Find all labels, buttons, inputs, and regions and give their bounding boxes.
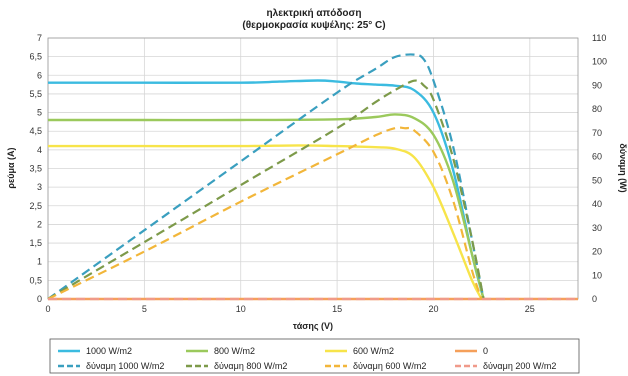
legend-box [49,338,580,374]
legend: 1000 W/m2 800 W/m2 600 W/m2 0 δύναμη 1000 W/… [58,346,556,371]
y-left-tick-label: 3,5 [29,164,42,174]
legend-label-7: δύναμη 200 W/m2 [483,361,556,371]
legend-label-1: 800 W/m2 [214,346,255,356]
y-left-tick-label: 4,5 [29,126,42,136]
x-tick-label: 10 [236,304,246,314]
series-line-4 [47,53,485,300]
grid-layer [47,37,578,300]
x-axis-label: τάσης (V) [293,321,333,331]
legend-label-2: 600 W/m2 [353,346,394,356]
x-tick-label: 0 [45,304,50,314]
y-right-axis-label: δύναμη (W) [618,143,628,192]
legend-label-3: 0 [483,346,488,356]
x-tick-label: 25 [525,304,535,314]
y-right-tick-label: 0 [592,294,597,304]
y-left-tick-label: 5,5 [29,89,42,99]
x-tick-label: 20 [428,304,438,314]
y-right-tick-label: 20 [592,247,602,257]
series-line-0 [48,79,485,300]
y-left-tick-label: 7 [37,33,42,43]
y-left-tick-label: 4 [37,145,42,155]
series-line-2 [48,144,483,300]
y-left-tick-label: 1 [37,257,42,267]
y-right-tick-label: 30 [592,223,602,233]
legend-label-5: δύναμη 800 W/m2 [214,361,287,371]
y-left-tick-label: 5 [37,108,42,118]
y-left-tick-label: 2 [37,219,42,229]
chart-title: ηλεκτρική απόδοση [267,8,362,19]
series-line-6 [47,126,483,300]
y-right-tick-label: 70 [592,128,602,138]
ticks-layer: 0 5 10 15 20 2500,511,522,533,544,555,566,570… [29,33,607,314]
y-left-tick-label: 0 [37,294,42,304]
y-right-tick-label: 110 [592,33,606,43]
y-right-tick-label: 60 [592,152,602,162]
y-right-tick-label: 100 [592,57,607,67]
y-left-tick-label: 3 [37,182,42,192]
y-left-tick-label: 6 [37,70,42,80]
series-line-1 [48,113,485,300]
y-right-tick-label: 80 [592,104,602,114]
y-right-tick-label: 40 [592,199,602,209]
y-left-tick-label: 2,5 [29,201,42,211]
legend-label-0: 1000 W/m2 [86,346,132,356]
y-left-tick-label: 0,5 [29,275,42,285]
series-layer [47,53,578,301]
y-left-axis-label: ρεύμα (A) [6,147,16,188]
y-right-tick-label: 10 [592,270,602,280]
chart-subtitle: (θερμοκρασία κυψέλης: 25° C) [242,20,385,31]
legend-label-6: δύναμη 600 W/m2 [353,361,426,371]
x-tick-label: 5 [142,304,147,314]
series-line-5 [47,79,485,300]
legend-label-4: δύναμη 1000 W/m2 [86,361,164,371]
y-left-tick-label: 1,5 [29,238,42,248]
y-right-tick-label: 50 [592,175,602,185]
y-right-tick-label: 90 [592,80,602,90]
y-left-tick-label: 6,5 [29,52,42,62]
x-tick-label: 15 [332,304,342,314]
